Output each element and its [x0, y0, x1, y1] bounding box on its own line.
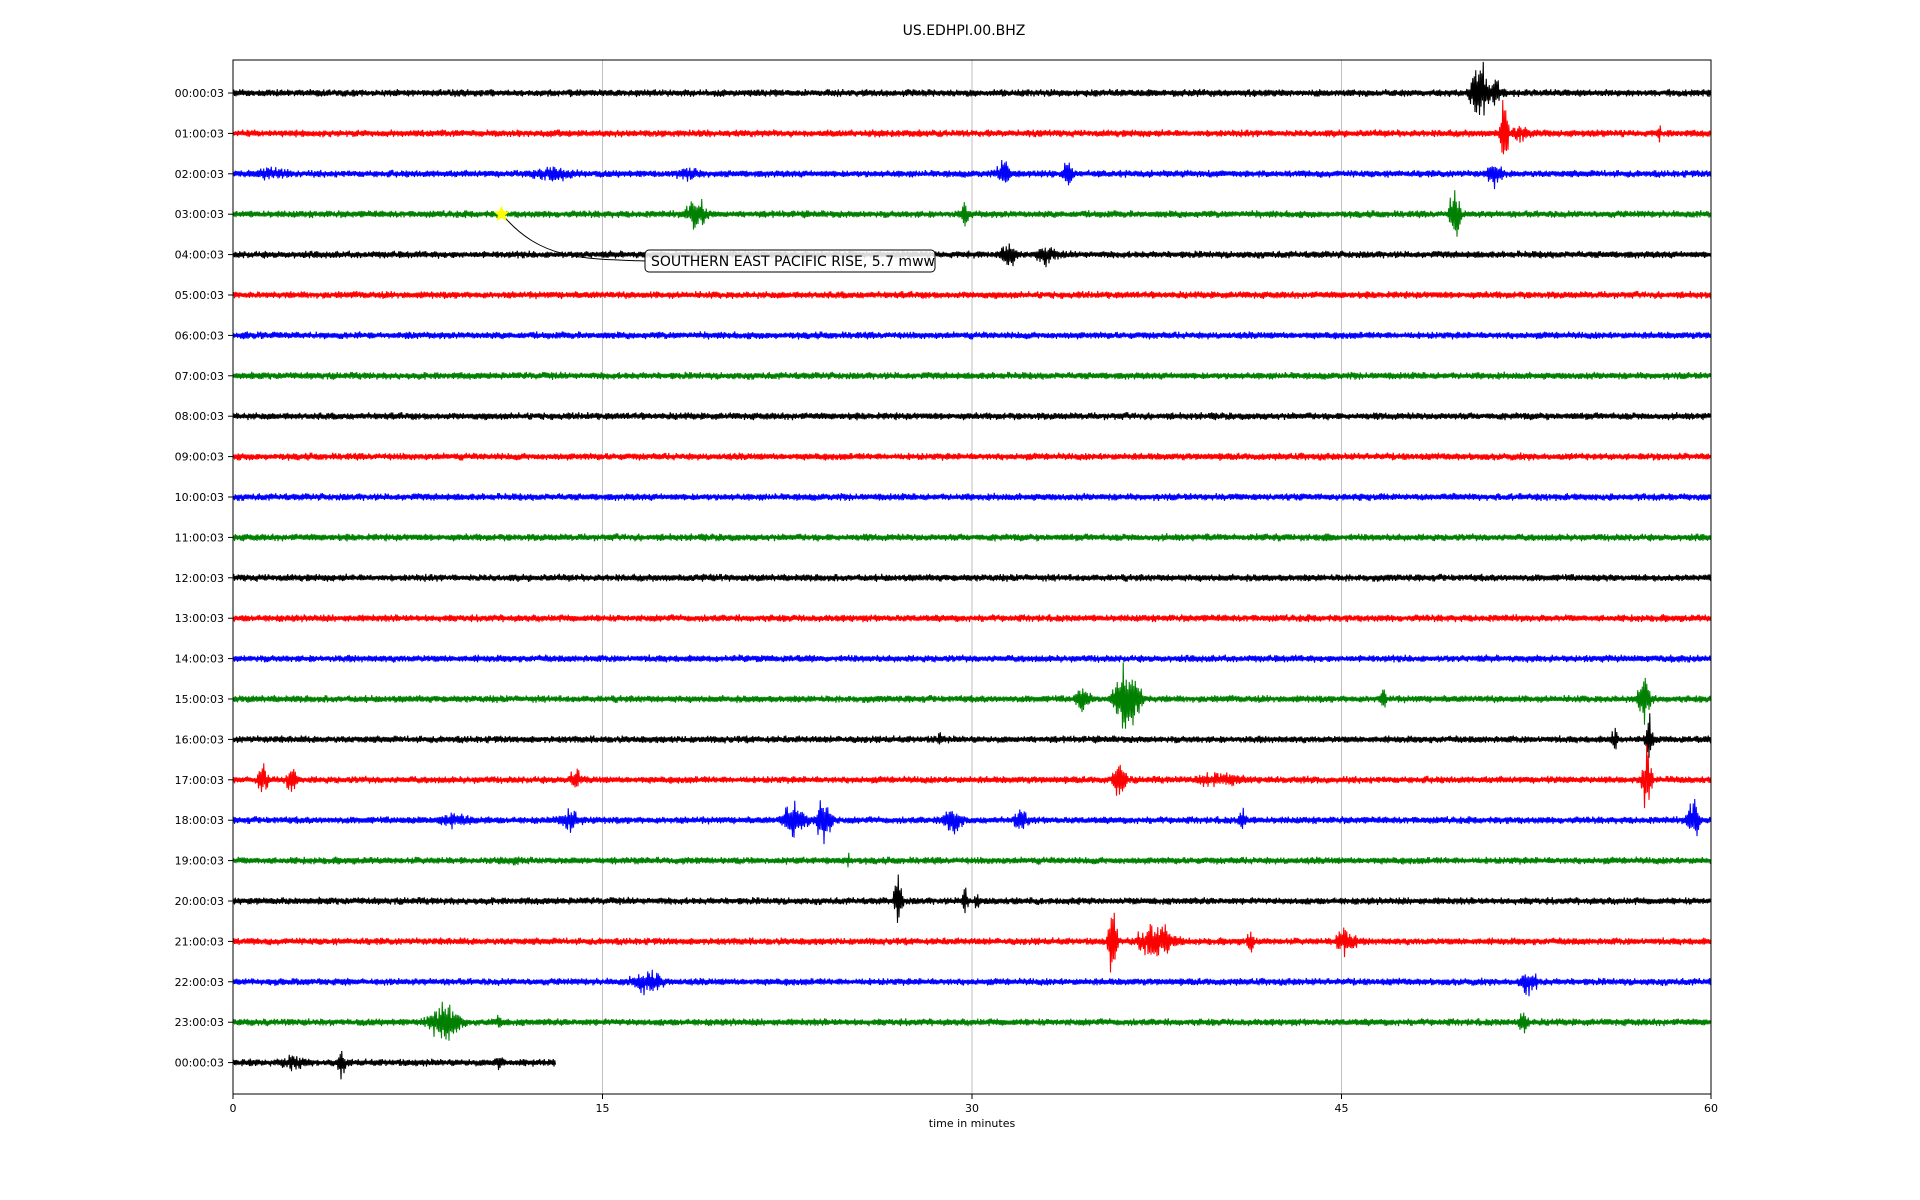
seismic-trace [232, 190, 1712, 237]
row-time-label: 00:00:03 [175, 87, 224, 100]
row-time-label: 17:00:03 [175, 774, 224, 787]
seismic-trace [232, 290, 1712, 300]
seismic-trace [232, 874, 1712, 923]
row-time-label: 07:00:03 [175, 370, 224, 383]
chart-title: US.EDHPI.00.BHZ [903, 23, 1026, 39]
seismic-trace [232, 1050, 557, 1080]
row-time-label: 05:00:03 [175, 289, 224, 302]
seismic-trace [232, 713, 1712, 758]
row-time-label: 00:00:03 [175, 1057, 224, 1070]
seismic-trace [232, 662, 1712, 729]
seismic-trace [232, 533, 1712, 542]
row-time-label: 19:00:03 [175, 855, 224, 868]
row-time-label: 06:00:03 [175, 329, 224, 342]
annotation-box [644, 249, 936, 273]
row-time-label: 10:00:03 [175, 491, 224, 504]
seismic-trace [232, 243, 1712, 268]
seismic-trace [232, 452, 1712, 461]
row-time-label: 04:00:03 [175, 249, 224, 262]
row-time-label: 21:00:03 [175, 935, 224, 948]
x-tick-label: 60 [1704, 1102, 1718, 1115]
seismic-trace [232, 744, 1712, 809]
row-time-label: 02:00:03 [175, 168, 224, 181]
seismic-trace [232, 852, 1712, 868]
seismic-trace [232, 969, 1712, 997]
row-label-layer: 00:00:03 01:00:03 02:00:03 03:00:03 04:00:03… [175, 87, 233, 1070]
trace-layer [232, 61, 1712, 1080]
row-time-label: 08:00:03 [175, 410, 224, 423]
row-time-label: 12:00:03 [175, 572, 224, 585]
seismic-trace [232, 799, 1712, 845]
row-time-label: 03:00:03 [175, 208, 224, 221]
row-time-label: 16:00:03 [175, 733, 224, 746]
row-time-label: 23:00:03 [175, 1016, 224, 1029]
seismic-trace [232, 331, 1712, 340]
annotation-connector [504, 216, 646, 262]
row-time-label: 18:00:03 [175, 814, 224, 827]
seismic-trace [232, 371, 1712, 380]
event-star-marker [493, 205, 510, 222]
row-time-label: 01:00:03 [175, 127, 224, 140]
seismic-trace [232, 159, 1712, 190]
row-time-label: 13:00:03 [175, 612, 224, 625]
seismic-trace [232, 411, 1712, 421]
x-axis-label: time in minutes [929, 1117, 1016, 1130]
seismic-trace [232, 61, 1712, 116]
x-tick-label: 15 [596, 1102, 610, 1115]
row-time-label: 15:00:03 [175, 693, 224, 706]
row-time-label: 11:00:03 [175, 531, 224, 544]
seismic-trace [232, 912, 1712, 973]
row-time-label: 22:00:03 [175, 976, 224, 989]
row-time-label: 20:00:03 [175, 895, 224, 908]
seismic-trace [232, 614, 1712, 623]
seismic-trace [232, 99, 1712, 155]
seismic-trace [232, 492, 1712, 502]
row-time-label: 09:00:03 [175, 451, 224, 464]
x-tick-layer: 0 15 30 45 60 [230, 1094, 1718, 1115]
event-annotation: SOUTHERN EAST PACIFIC RISE, 5.7 mww [493, 205, 936, 273]
x-tick-label: 30 [965, 1102, 979, 1115]
x-tick-label: 0 [230, 1102, 237, 1115]
seismic-trace [232, 1001, 1712, 1041]
row-time-label: 14:00:03 [175, 653, 224, 666]
seismic-trace [232, 654, 1712, 663]
annotation-label: SOUTHERN EAST PACIFIC RISE, 5.7 mww [651, 254, 935, 270]
x-tick-label: 45 [1335, 1102, 1349, 1115]
seismic-trace [232, 573, 1712, 582]
